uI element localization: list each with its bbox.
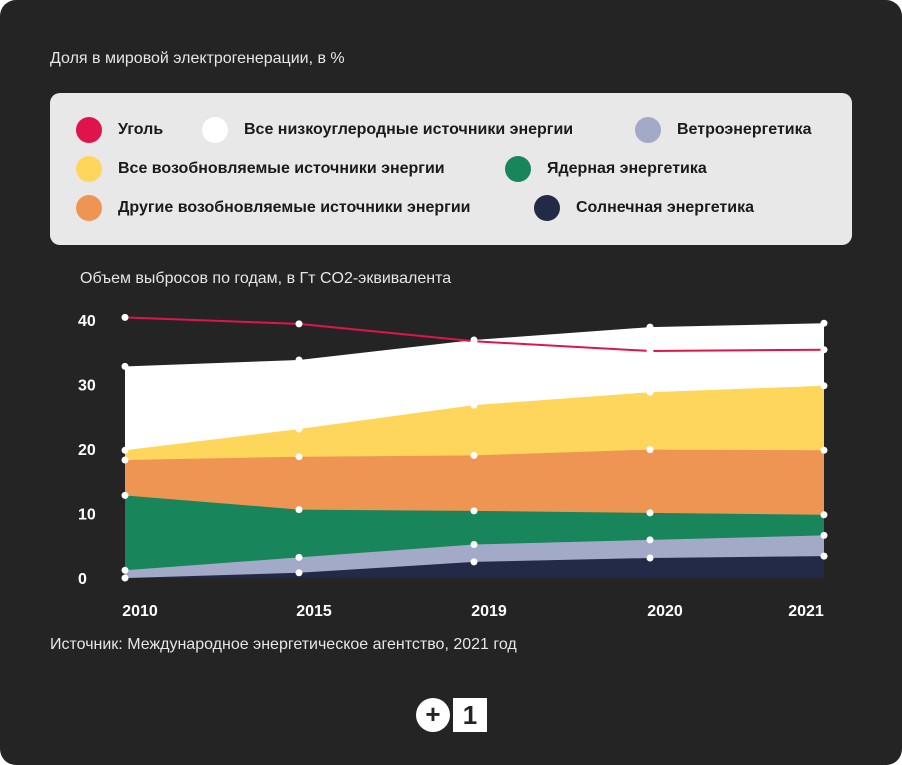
legend-item-renewables: Все возобновляемые источники энергии — [76, 155, 445, 183]
data-point-3-4 — [820, 511, 828, 519]
legend-item-low-carbon: Все низкоуглеродные источники энергии — [202, 116, 573, 144]
legend-label-renewables: Все возобновляемые источники энергии — [118, 160, 445, 177]
data-point-3-2 — [470, 507, 478, 515]
legend-label-coal: Уголь — [118, 121, 164, 138]
data-point-3-3 — [646, 509, 654, 517]
data-point-2-2 — [470, 451, 478, 459]
data-point-1-3 — [646, 388, 654, 396]
y-tick-label-4: 40 — [78, 313, 96, 330]
data-point-1-2 — [470, 401, 478, 409]
data-point-4-1 — [295, 553, 303, 561]
data-point-2-0 — [121, 456, 129, 464]
data-point-5-0 — [121, 574, 129, 582]
legend-dot-renewables — [76, 156, 102, 182]
x-tick-label-1: 2015 — [296, 603, 332, 620]
logo-plus-text: + — [425, 699, 440, 729]
data-point-6-1 — [295, 320, 303, 328]
legend-label-wind: Ветроэнергетика — [677, 121, 812, 138]
legend-dot-nuclear — [505, 156, 531, 182]
legend: Уголь Все низкоуглеродные источники энер… — [50, 93, 852, 245]
data-point-4-2 — [470, 541, 478, 548]
data-point-6-4 — [820, 346, 828, 354]
area-series-5 — [125, 556, 824, 578]
legend-dot-coal — [76, 117, 102, 143]
data-point-1-1 — [295, 425, 303, 433]
y-tick-label-2: 20 — [78, 442, 96, 459]
legend-dot-other-renewables — [76, 195, 102, 221]
x-tick-label-0: 2010 — [122, 603, 158, 620]
data-point-0-1 — [295, 356, 303, 364]
data-point-0-4 — [820, 319, 828, 327]
legend-dot-low-carbon — [202, 117, 228, 143]
legend-item-solar: Солнечная энергетика — [534, 194, 754, 222]
data-point-2-3 — [646, 446, 654, 454]
data-point-1-4 — [820, 382, 828, 390]
data-point-0-0 — [121, 362, 129, 370]
legend-dot-solar — [534, 195, 560, 221]
data-point-4-0 — [121, 566, 129, 574]
area-chart: 0 10 20 30 40 2010 2015 2019 2020 2021 — [78, 313, 828, 620]
infographic-subtitle: Доля в мировой электрогенерации, в % — [50, 50, 345, 67]
data-point-5-3 — [646, 554, 654, 562]
legend-item-wind: Ветроэнергетика — [635, 116, 812, 144]
data-point-6-3 — [646, 347, 654, 355]
legend-item-other-renewables: Другие возобновляемые источники энергии — [76, 194, 471, 222]
y-tick-label-1: 10 — [78, 507, 96, 524]
data-point-4-4 — [820, 531, 828, 539]
data-point-6-0 — [121, 313, 129, 321]
legend-item-nuclear: Ядерная энергетика — [505, 155, 707, 183]
data-point-3-1 — [295, 506, 303, 514]
legend-label-low-carbon: Все низкоуглеродные источники энергии — [244, 121, 574, 138]
data-point-3-0 — [121, 491, 129, 499]
x-tick-label-3: 2020 — [647, 603, 683, 620]
legend-label-nuclear: Ядерная энергетика — [547, 160, 707, 177]
plus-one-logo: + 1 — [416, 698, 487, 732]
data-point-0-3 — [646, 323, 654, 331]
logo-circle — [416, 698, 450, 732]
x-tick-label-2: 2019 — [471, 603, 507, 620]
data-point-4-3 — [646, 536, 654, 544]
x-tick-label-4: 2021 — [788, 603, 824, 620]
y-tick-label-0: 0 — [78, 571, 87, 588]
data-point-5-1 — [295, 569, 303, 577]
data-point-5-4 — [820, 552, 828, 560]
data-point-6-2 — [470, 337, 478, 345]
legend-dot-wind — [635, 117, 661, 143]
data-point-2-1 — [295, 453, 303, 461]
logo-square — [453, 698, 487, 732]
data-point-1-0 — [121, 446, 129, 454]
data-point-5-2 — [470, 558, 478, 566]
legend-item-coal: Уголь — [76, 116, 163, 144]
chart-title: Объем выбросов по годам, в Гт CO2-эквива… — [80, 270, 452, 287]
legend-label-solar: Солнечная энергетика — [576, 199, 754, 216]
source-note: Источник: Международное энергетическое а… — [50, 636, 517, 653]
data-point-2-4 — [820, 446, 828, 454]
y-tick-label-3: 30 — [78, 378, 96, 395]
logo-one-text: 1 — [463, 700, 477, 730]
legend-label-other-renewables: Другие возобновляемые источники энергии — [118, 199, 471, 216]
